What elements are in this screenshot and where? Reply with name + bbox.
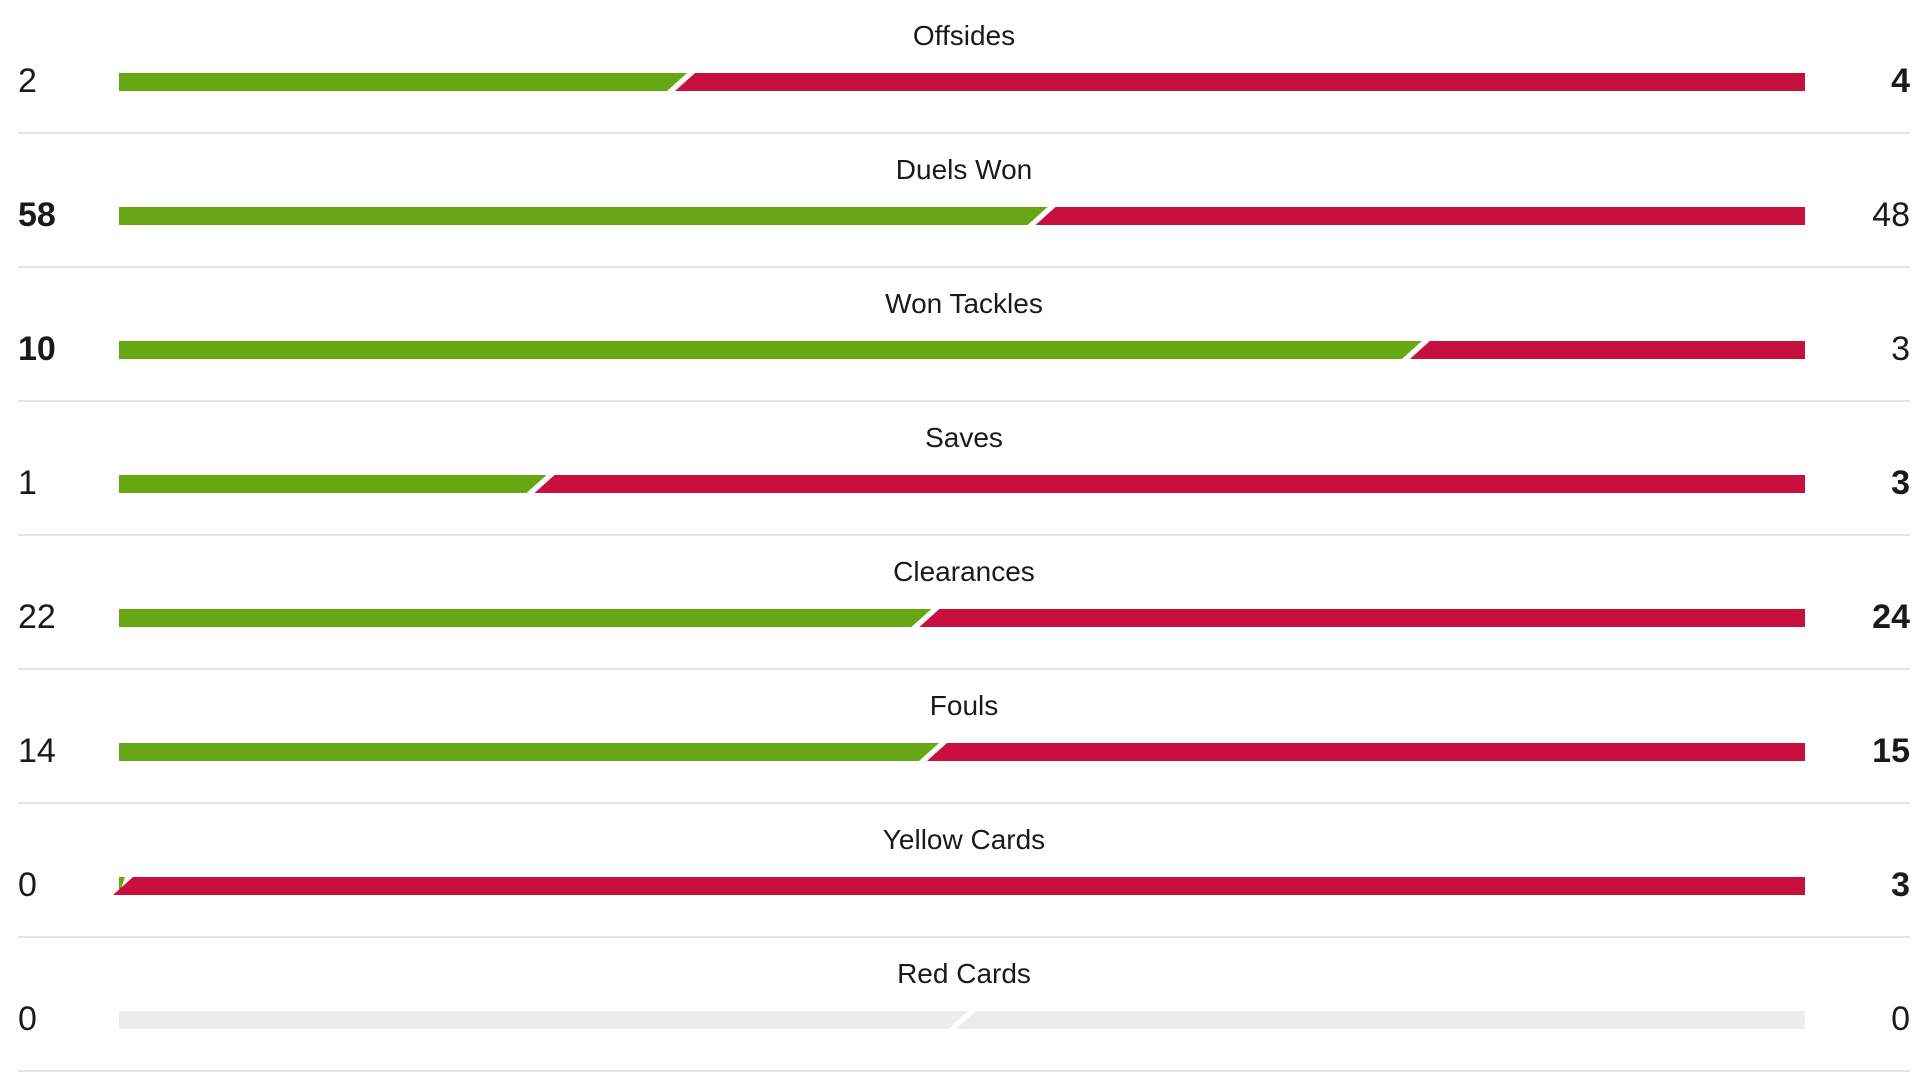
away-value: 4 [1891,62,1910,100]
away-bar-segment [675,73,1805,91]
stat-label: Fouls [929,690,999,721]
home-bar-segment [119,609,932,627]
home-value: 0 [18,1000,37,1038]
away-bar-segment [1035,207,1805,225]
home-bar-segment [119,475,547,493]
comparison-bar [113,877,1805,895]
away-bar-segment [113,877,1805,895]
away-value: 15 [1872,732,1910,770]
stat-row-won-tackles: Won Tackles 10 3 [18,268,1910,402]
stat-row-red-cards: Red Cards 0 0 [18,938,1910,1072]
home-value: 58 [18,196,56,234]
home-value: 0 [18,866,37,904]
stat-label: Saves [925,422,1003,453]
comparison-bar [119,475,1805,493]
home-bar-segment [119,73,687,91]
away-value: 3 [1891,330,1910,368]
stat-label: Red Cards [897,958,1031,989]
away-value: 24 [1872,598,1910,636]
stat-label: Yellow Cards [882,824,1046,855]
home-value: 2 [18,62,37,100]
away-value: 0 [1891,1000,1910,1038]
comparison-bar [119,743,1805,761]
comparison-bar [119,1011,1805,1029]
comparison-bar [119,73,1805,91]
home-bar-segment [119,207,1048,225]
stat-row-duels-won: Duels Won 58 48 [18,134,1910,268]
stat-row-fouls: Fouls 14 15 [18,670,1910,804]
away-bar-segment [534,475,1805,493]
away-bar-segment [926,743,1805,761]
away-value: 48 [1872,196,1910,234]
comparison-bar [119,609,1805,627]
away-bar-segment [1409,341,1805,359]
match-stats-list: Offsides 2 4 Duels Won 58 48 Won Tackles 10 3 Sav… [18,0,1910,1072]
home-value: 14 [18,732,56,770]
stat-label: Offsides [912,20,1016,51]
comparison-bar [119,341,1805,359]
home-bar-segment [119,743,939,761]
stat-row-clearances: Clearances 22 24 [18,536,1910,670]
home-value: 1 [18,464,37,502]
home-value: 22 [18,598,56,636]
away-bar-segment [919,609,1805,627]
away-value: 3 [1891,464,1910,502]
home-bar-segment [119,341,1422,359]
home-value: 10 [18,330,56,368]
home-bar-segment [119,1011,968,1029]
away-value: 3 [1891,866,1910,904]
away-bar-segment [956,1011,1805,1029]
stat-row-saves: Saves 1 3 [18,402,1910,536]
stat-row-offsides: Offsides 2 4 [18,0,1910,134]
stat-label: Clearances [893,556,1035,587]
stat-row-yellow-cards: Yellow Cards 0 3 [18,804,1910,938]
stat-label: Won Tackles [885,288,1043,319]
stat-label: Duels Won [895,154,1033,185]
comparison-bar [119,207,1805,225]
